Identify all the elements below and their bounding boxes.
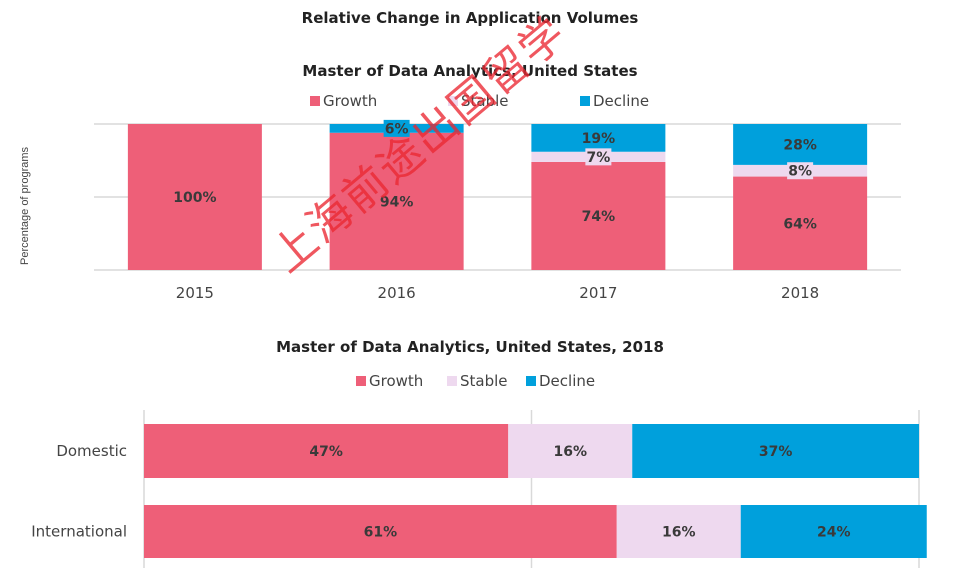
data-label: 8% [788,164,812,180]
legend-swatch-decline [580,96,590,106]
data-label: 16% [553,444,587,460]
data-label: 7% [586,150,610,166]
legend-label: Stable [461,92,509,110]
chart1-legend: Growth Stable Decline [310,92,670,112]
legend-item-growth: Growth [310,92,377,110]
bar-segment-decline [632,424,919,478]
data-label: 16% [662,525,696,541]
bar-segment-growth [144,424,509,478]
data-label: 37% [759,444,793,460]
legend-item-decline: Decline [526,372,595,390]
y-category-label: Domestic [56,442,127,460]
data-label: 19% [582,131,616,147]
data-label: 47% [309,444,343,460]
data-label: 61% [364,525,398,541]
data-label-bg [383,119,410,137]
bar-segment-growth [531,161,666,270]
page-title: Relative Change in Application Volumes [301,9,639,27]
y-axis-label: Percentage of programs [19,146,31,265]
legend-label: Growth [369,372,424,390]
bar-segment-stable [508,424,633,478]
y-category-label: International [31,523,127,541]
legend-swatch-decline [526,376,536,386]
chart2-title: Master of Data Analytics, United States,… [276,338,664,356]
bar-segment-decline [740,505,927,558]
data-label-bg [585,148,612,166]
bar-segment-decline [733,124,868,165]
data-label: 64% [783,216,817,232]
x-tick-label: 2016 [378,284,416,302]
legend-label: Growth [323,92,378,110]
data-label: 100% [173,190,216,206]
chart1-title: Master of Data Analytics, United States [302,62,638,80]
data-label: 28% [783,137,817,153]
bar-segment-growth [144,505,617,558]
bar-segment-growth [127,124,262,270]
x-tick-label: 2017 [579,284,617,302]
data-label: 6% [385,121,409,137]
legend-swatch-stable [448,96,458,106]
x-tick-label: 2015 [176,284,214,302]
x-tick-label: 2018 [781,284,819,302]
bar-segment-stable [616,505,741,558]
chart2-legend: Growth Stable Decline [356,372,616,392]
legend-label: Decline [539,372,596,390]
legend-swatch-growth [356,376,366,386]
data-label-bg [787,162,814,180]
data-label: 24% [817,525,851,541]
data-label: 94% [380,194,414,210]
legend-swatch-growth [310,96,320,106]
data-label: 74% [582,209,616,225]
legend-item-stable: Stable [448,92,509,110]
bar-segment-growth [733,176,868,270]
bar-segment-decline [531,124,666,152]
legend-label: Stable [460,372,508,390]
legend-item-stable: Stable [447,372,508,390]
bar-segment-growth [329,132,464,270]
legend-item-decline: Decline [580,92,649,110]
legend-swatch-stable [447,376,457,386]
legend-item-growth: Growth [356,372,423,390]
legend-label: Decline [593,92,650,110]
